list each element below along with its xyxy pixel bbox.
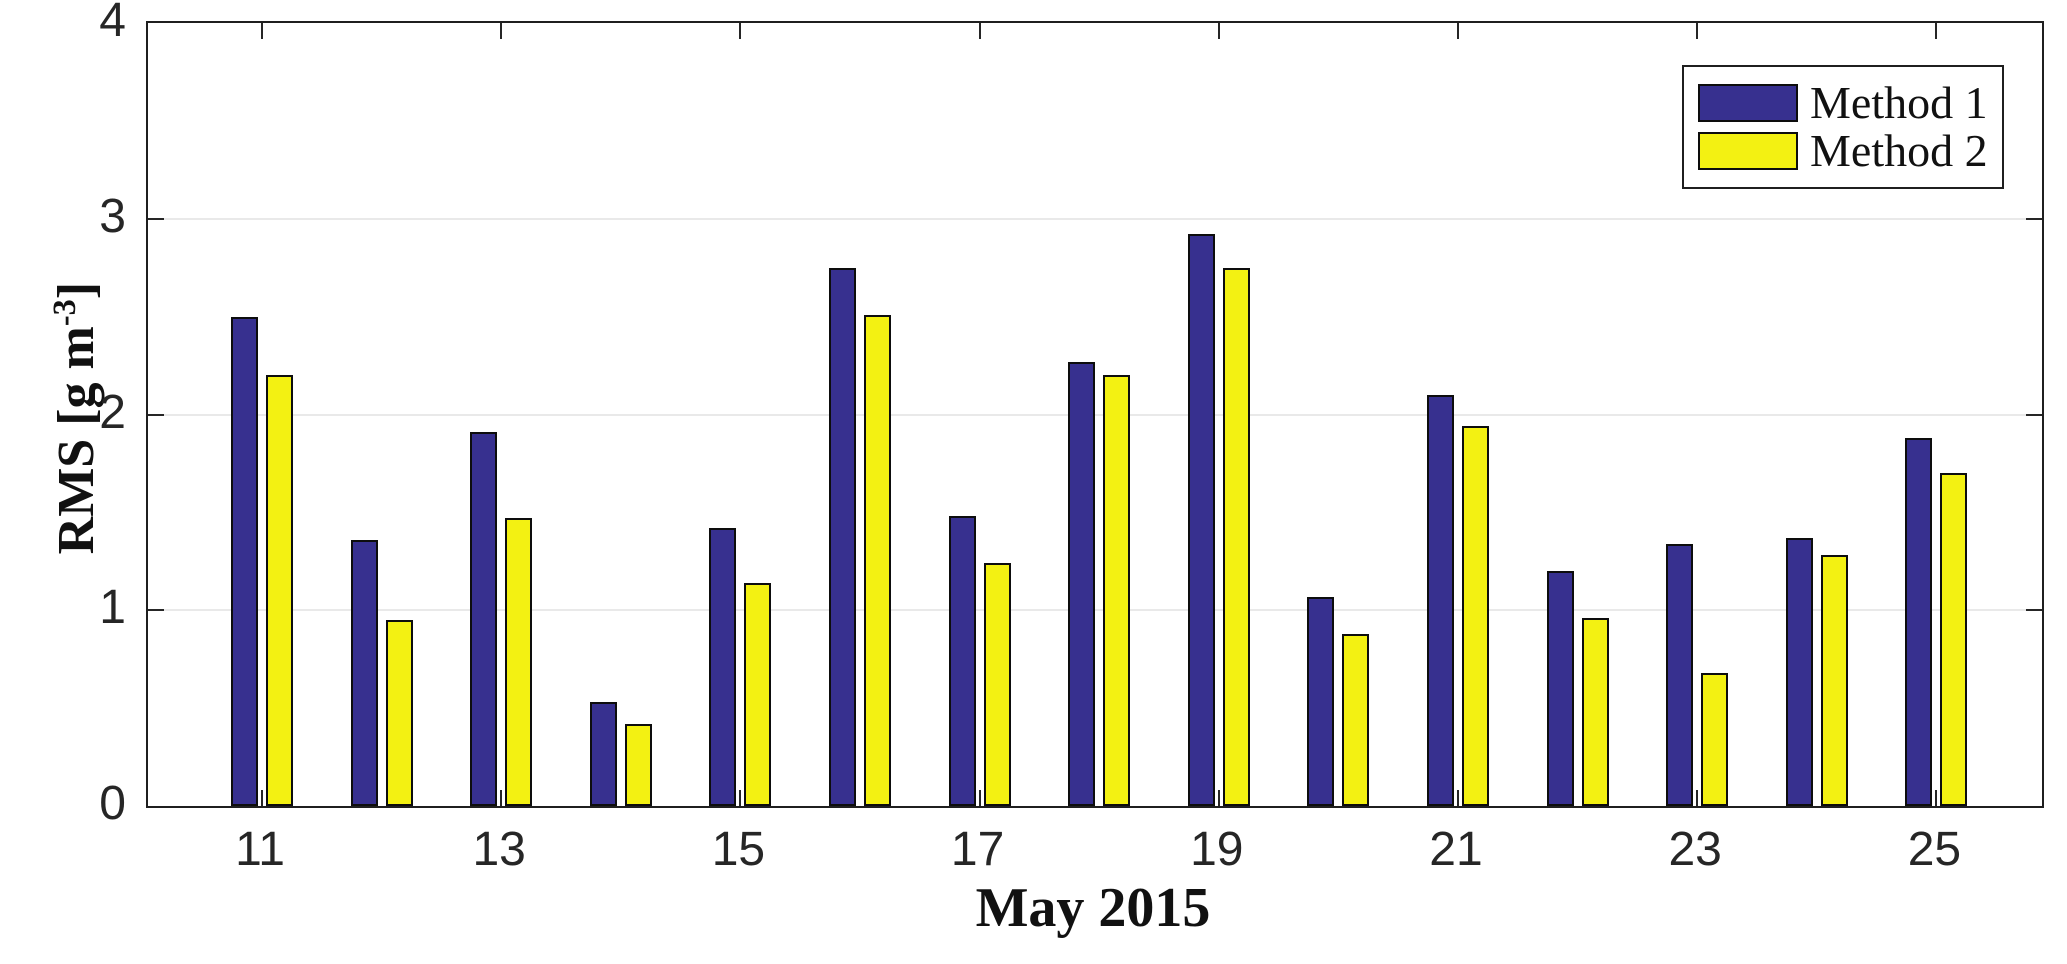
legend-swatch-method2 bbox=[1698, 132, 1798, 170]
x-tick-label-21: 21 bbox=[1429, 823, 1483, 876]
x-tick-label-23: 23 bbox=[1668, 823, 1722, 876]
bottom-tick-x15 bbox=[739, 790, 742, 806]
bar-method1-day20 bbox=[1307, 596, 1335, 806]
bar-method1-day11 bbox=[231, 316, 258, 806]
y-tick-label-4: 4 bbox=[99, 0, 126, 47]
bar-method1-day21 bbox=[1427, 394, 1454, 806]
bar-method2-day15 bbox=[744, 582, 772, 806]
x-tick-label-17: 17 bbox=[950, 823, 1005, 876]
y-tick-label-1: 1 bbox=[99, 581, 126, 635]
bar-method1-day22 bbox=[1546, 571, 1574, 806]
bar-method2-day14 bbox=[624, 723, 652, 806]
y-axis-label-exponent: -3 bbox=[45, 299, 82, 327]
bottom-tick-x23 bbox=[1696, 790, 1699, 806]
top-tick-x17 bbox=[978, 23, 981, 39]
bar-method1-day19 bbox=[1187, 234, 1215, 806]
top-tick-x15 bbox=[739, 23, 742, 39]
bottom-tick-x11 bbox=[261, 790, 263, 806]
right-tick-y2 bbox=[2026, 413, 2042, 416]
bottom-tick-x13 bbox=[500, 790, 503, 806]
legend-row-method1: Method 1 bbox=[1698, 79, 2002, 127]
bar-method2-day12 bbox=[385, 620, 413, 806]
y-axis-label-close: ] bbox=[48, 281, 106, 300]
top-tick-x11 bbox=[261, 23, 263, 39]
bar-method1-day17 bbox=[948, 516, 976, 806]
bottom-tick-x19 bbox=[1217, 790, 1220, 806]
bar-method2-day20 bbox=[1342, 633, 1370, 806]
bar-method2-day19 bbox=[1222, 267, 1250, 806]
gridline-y3 bbox=[148, 217, 2042, 220]
bar-method1-day13 bbox=[470, 432, 498, 806]
bar-method2-day11 bbox=[266, 375, 293, 806]
left-tick-y3 bbox=[148, 217, 164, 220]
x-tick-label-15: 15 bbox=[711, 823, 766, 876]
bar-method2-day25 bbox=[1940, 473, 1968, 806]
bar-method2-day17 bbox=[983, 563, 1011, 806]
y-tick-label-2: 2 bbox=[99, 385, 126, 439]
bar-method1-day14 bbox=[589, 702, 617, 806]
bar-method2-day13 bbox=[505, 518, 533, 806]
bar-method1-day23 bbox=[1666, 543, 1694, 806]
bar-method1-day24 bbox=[1785, 537, 1813, 806]
x-tick-label-11: 11 bbox=[235, 823, 285, 876]
legend: Method 1 Method 2 bbox=[1682, 65, 2004, 189]
bar-method2-day18 bbox=[1103, 375, 1131, 806]
bar-method2-day21 bbox=[1462, 426, 1489, 806]
bar-method1-day16 bbox=[829, 267, 856, 806]
bar-method1-day15 bbox=[709, 528, 737, 806]
top-tick-x19 bbox=[1217, 23, 1220, 39]
bottom-tick-x25 bbox=[1935, 790, 1938, 806]
bottom-tick-x21 bbox=[1457, 790, 1459, 806]
bar-method2-day23 bbox=[1701, 672, 1729, 806]
y-tick-label-3: 3 bbox=[99, 189, 126, 243]
plot-area: Method 1 Method 2 bbox=[146, 21, 2044, 808]
y-axis-label-text: RMS [g m bbox=[48, 326, 106, 555]
y-tick-label-0: 0 bbox=[99, 777, 126, 830]
x-tick-label-13: 13 bbox=[472, 823, 526, 876]
right-tick-y1 bbox=[2026, 609, 2042, 612]
bar-method2-day22 bbox=[1581, 618, 1609, 806]
x-tick-label-19: 19 bbox=[1190, 823, 1244, 876]
bar-method1-day25 bbox=[1905, 437, 1933, 806]
left-tick-y1 bbox=[148, 609, 164, 612]
bar-method1-day12 bbox=[350, 539, 378, 806]
right-tick-y3 bbox=[2026, 217, 2042, 220]
top-tick-x21 bbox=[1457, 23, 1459, 39]
bar-method2-day16 bbox=[864, 314, 891, 806]
legend-label-method1: Method 1 bbox=[1810, 77, 1988, 128]
legend-label-method2: Method 2 bbox=[1810, 125, 1988, 176]
legend-row-method2: Method 2 bbox=[1698, 127, 2002, 175]
left-tick-y2 bbox=[148, 413, 164, 416]
top-tick-x25 bbox=[1935, 23, 1938, 39]
top-tick-x13 bbox=[500, 23, 503, 39]
bar-method2-day24 bbox=[1820, 555, 1848, 806]
x-axis-label: May 2015 bbox=[975, 877, 1211, 939]
x-tick-label-25: 25 bbox=[1907, 823, 1962, 876]
top-tick-x23 bbox=[1696, 23, 1699, 39]
bar-method1-day18 bbox=[1068, 361, 1096, 806]
bottom-tick-x17 bbox=[978, 790, 981, 806]
legend-swatch-method1 bbox=[1698, 84, 1798, 122]
